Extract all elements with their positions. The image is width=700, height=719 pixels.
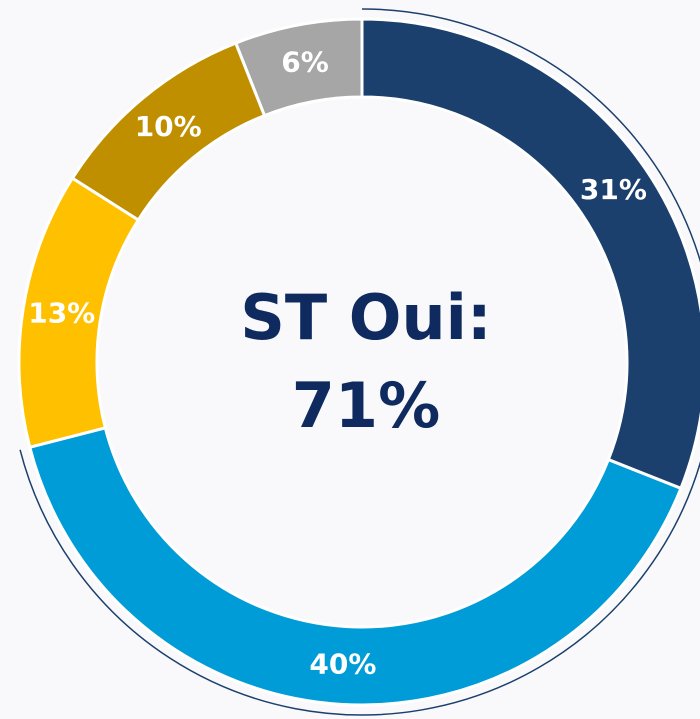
donut-segment	[360, 17, 700, 491]
donut-segment	[27, 426, 683, 707]
donut-segment	[17, 176, 141, 450]
center-label: 71%	[292, 369, 440, 442]
group-arc	[19, 8, 700, 716]
value-label: 31%	[580, 173, 647, 206]
center-label: ST Oui:	[240, 281, 491, 354]
value-label: 6%	[281, 45, 329, 78]
donut-segment	[70, 41, 267, 223]
value-label: 10%	[135, 110, 202, 143]
value-label: 13%	[28, 296, 95, 329]
value-label: 40%	[309, 647, 376, 680]
